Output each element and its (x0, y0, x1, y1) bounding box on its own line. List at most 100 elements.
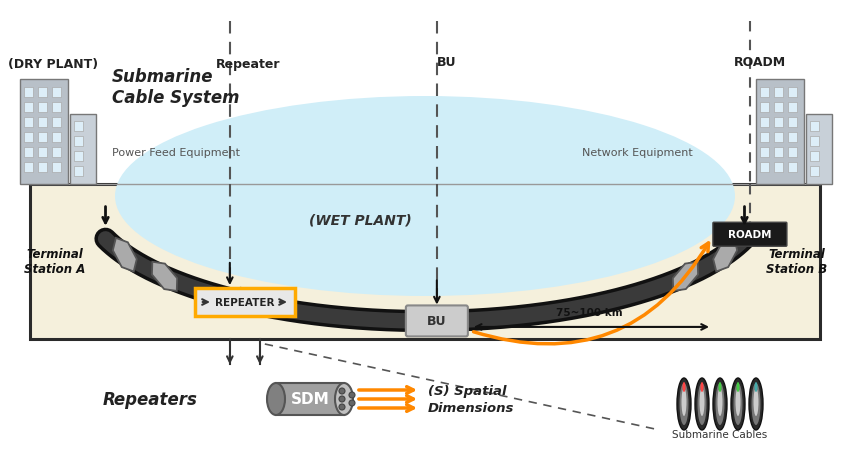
Text: (S) Spatial
Dimensions: (S) Spatial Dimensions (428, 384, 514, 414)
Text: Repeater: Repeater (216, 58, 280, 71)
Polygon shape (713, 238, 737, 272)
Text: Network Equipment: Network Equipment (582, 148, 693, 157)
Ellipse shape (718, 382, 722, 392)
Bar (774, 148, 783, 157)
Text: ROADM: ROADM (734, 56, 786, 69)
Ellipse shape (335, 383, 353, 415)
Ellipse shape (698, 383, 706, 425)
Circle shape (349, 392, 355, 398)
Bar (760, 103, 769, 113)
Ellipse shape (751, 383, 761, 425)
Bar (20, 80, 68, 185)
Text: BU: BU (437, 56, 456, 69)
Circle shape (339, 404, 345, 410)
Bar (806, 115, 832, 185)
Bar (810, 167, 819, 177)
Bar (760, 162, 769, 172)
Bar (52, 162, 61, 172)
Bar (52, 88, 61, 98)
Text: REPEATER: REPEATER (215, 298, 275, 307)
Circle shape (349, 400, 355, 406)
Bar (774, 103, 783, 113)
Ellipse shape (731, 378, 745, 430)
Ellipse shape (695, 378, 709, 430)
Bar (810, 152, 819, 162)
Ellipse shape (716, 383, 724, 425)
Bar (774, 88, 783, 98)
Bar (52, 148, 61, 157)
Text: Power Feed Equipment: Power Feed Equipment (112, 148, 240, 157)
Bar (774, 133, 783, 143)
Circle shape (339, 388, 345, 394)
Bar (38, 133, 47, 143)
Bar (24, 162, 33, 172)
Bar (810, 136, 819, 147)
FancyBboxPatch shape (195, 288, 295, 316)
Bar (760, 133, 769, 143)
Polygon shape (673, 262, 698, 291)
Ellipse shape (267, 383, 285, 415)
Bar (30, 185, 820, 339)
Bar (810, 122, 819, 131)
Circle shape (339, 396, 345, 402)
Text: ROADM: ROADM (728, 230, 772, 240)
Bar (788, 133, 797, 143)
Ellipse shape (683, 382, 685, 392)
Polygon shape (113, 238, 137, 272)
Text: Terminal
Station B: Terminal Station B (767, 248, 828, 275)
Bar (74, 152, 83, 162)
Bar (24, 88, 33, 98)
Bar (38, 103, 47, 113)
Bar (774, 118, 783, 128)
Bar (788, 88, 797, 98)
Ellipse shape (115, 97, 735, 296)
Ellipse shape (700, 388, 705, 416)
Bar (52, 118, 61, 128)
Text: Repeaters: Repeaters (103, 390, 197, 408)
Text: Submarine Cables: Submarine Cables (672, 429, 768, 439)
Bar (788, 148, 797, 157)
Ellipse shape (736, 382, 740, 392)
Ellipse shape (679, 383, 689, 425)
Bar (788, 162, 797, 172)
Ellipse shape (735, 388, 740, 416)
Bar (756, 80, 804, 185)
Bar (24, 133, 33, 143)
Text: SDM: SDM (291, 392, 329, 407)
Ellipse shape (677, 378, 691, 430)
Bar (52, 133, 61, 143)
Bar (774, 162, 783, 172)
Polygon shape (414, 310, 460, 332)
Text: BU: BU (427, 315, 446, 328)
Ellipse shape (753, 388, 758, 416)
Bar (24, 148, 33, 157)
Polygon shape (226, 288, 264, 317)
Bar (38, 118, 47, 128)
Text: Terminal
Station A: Terminal Station A (25, 248, 86, 275)
Bar (788, 118, 797, 128)
Bar (788, 103, 797, 113)
Bar (74, 122, 83, 131)
Ellipse shape (717, 388, 722, 416)
Text: (DRY PLANT): (DRY PLANT) (8, 58, 98, 71)
Bar (760, 118, 769, 128)
Bar (38, 148, 47, 157)
Ellipse shape (700, 382, 704, 392)
Bar (24, 118, 33, 128)
Bar (760, 88, 769, 98)
Bar (760, 148, 769, 157)
Text: Submarine
Cable System: Submarine Cable System (112, 68, 240, 106)
Text: 75~100 km: 75~100 km (556, 307, 622, 317)
Bar (276, 383, 344, 415)
FancyBboxPatch shape (405, 306, 468, 337)
Ellipse shape (755, 382, 757, 392)
Ellipse shape (749, 378, 763, 430)
Bar (52, 103, 61, 113)
FancyBboxPatch shape (713, 223, 787, 247)
Ellipse shape (734, 383, 743, 425)
Bar (74, 167, 83, 177)
Ellipse shape (682, 388, 687, 416)
Ellipse shape (713, 378, 727, 430)
Bar (38, 88, 47, 98)
Bar (38, 162, 47, 172)
